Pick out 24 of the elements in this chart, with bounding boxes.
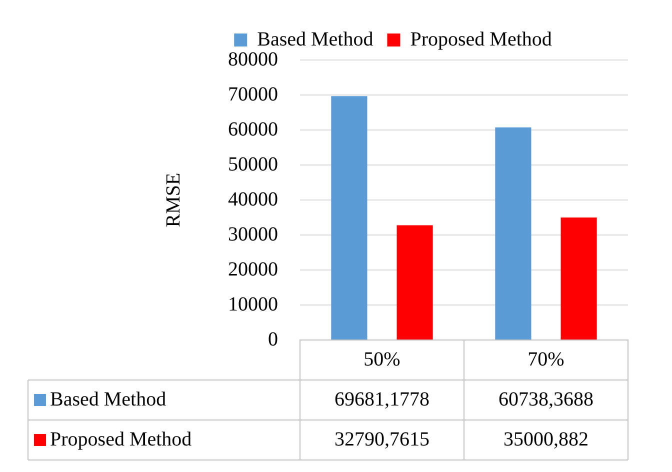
y-tick-label: 80000 <box>228 48 278 70</box>
y-tick-label: 10000 <box>228 293 278 316</box>
y-tick-label: 40000 <box>228 188 278 210</box>
bar <box>495 127 532 340</box>
data-label: 35000,882 <box>504 428 588 450</box>
text: Proposed Method <box>50 428 192 450</box>
y-tick-label: 50000 <box>228 153 278 176</box>
legend-label: Proposed Method <box>410 28 552 50</box>
data-label: 60738,3688 <box>498 388 594 410</box>
data-label: 32790,7615 <box>334 428 430 450</box>
text: Based Method <box>50 388 166 410</box>
legend-label: Based Method <box>257 28 374 50</box>
y-tick-label: 70000 <box>228 83 278 106</box>
bar <box>331 96 368 340</box>
bar <box>396 225 433 340</box>
bar <box>560 217 597 340</box>
y-tick-label: 20000 <box>228 258 278 280</box>
data-label: 69681,1778 <box>334 388 430 410</box>
y-axis-title: RMSE <box>162 172 184 228</box>
y-tick-label: 30000 <box>228 223 278 246</box>
y-tick-label: 0 <box>268 328 278 350</box>
x-tick-label: 50% <box>364 348 400 370</box>
x-tick-label: 70% <box>528 348 564 370</box>
y-tick-label: 60000 <box>228 118 278 140</box>
